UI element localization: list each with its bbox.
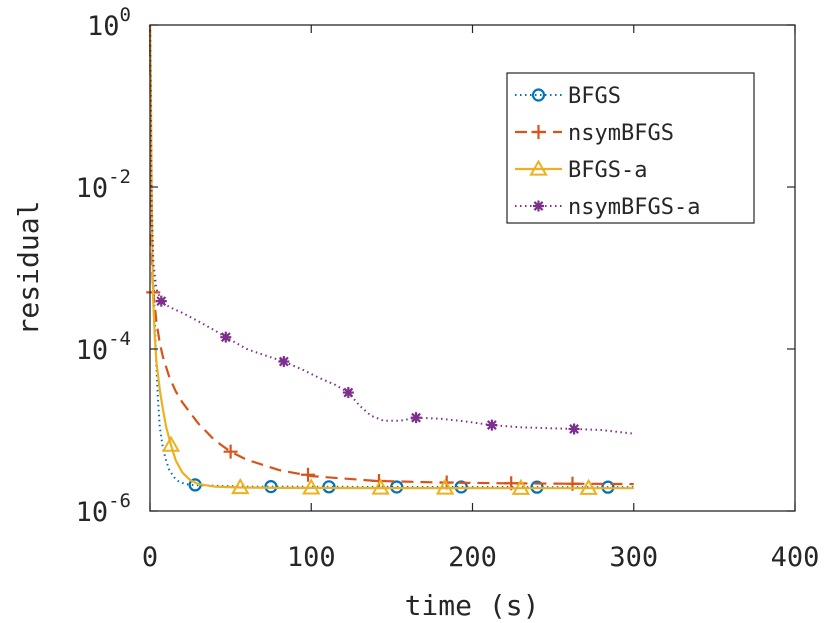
data-point-bfgs	[390, 480, 404, 494]
data-point-bfgs-a	[302, 478, 321, 495]
data-point-nsymbfgs-a	[278, 356, 290, 368]
legend-entry-nsymbfgs-a: nsymBFGS-a	[515, 195, 700, 220]
x-tick-label: 200	[448, 542, 497, 573]
x-tick-label: 300	[609, 542, 658, 573]
data-point-bfgs-a	[371, 478, 390, 495]
y-axis-label: residual	[12, 201, 45, 336]
y-tick-base: 10	[76, 497, 109, 528]
data-point-bfgs-a	[511, 478, 531, 495]
x-tick-label: 400	[771, 542, 820, 573]
series-nsymbfgs-a	[149, 24, 634, 435]
legend-marker-nsymbfgs	[531, 125, 546, 139]
legend: BFGS nsymBFGS BFGS-a nsymBFGS-a	[506, 72, 755, 224]
y-tick-label: 10-6	[76, 490, 131, 528]
data-point-nsymbfgs-a	[220, 331, 232, 343]
legend-entry-bfgs: BFGS	[515, 84, 621, 109]
data-point-nsymbfgs	[223, 444, 238, 459]
y-tick-base: 10	[76, 335, 109, 366]
data-point-nsymbfgs-a	[342, 387, 354, 399]
x-tick-label: 100	[287, 542, 336, 573]
legend-marker-nsymbfgs-a	[533, 200, 544, 212]
data-point-nsymbfgs-a	[410, 412, 422, 424]
data-point-bfgs	[264, 480, 278, 494]
data-point-nsymbfgs-a	[155, 295, 167, 307]
legend-box	[506, 72, 755, 224]
data-point-bfgs-a	[435, 478, 455, 495]
legend-label-nsymbfgs-a: nsymBFGS-a	[568, 195, 700, 220]
y-tick-base: 10	[87, 11, 120, 42]
y-tick-base: 10	[76, 173, 109, 204]
legend-marker-bfgs	[531, 88, 546, 102]
series-layer	[146, 24, 634, 495]
y-tick-exponent: 0	[120, 4, 131, 26]
data-point-nsymbfgs-a	[568, 423, 580, 435]
data-point-nsymbfgs-a	[486, 419, 498, 431]
legend-label-bfgs-a: BFGS-a	[568, 158, 647, 183]
legend-label-bfgs: BFGS	[568, 84, 621, 109]
data-point-bfgs	[454, 480, 468, 494]
series-line-nsymbfgs	[148, 24, 634, 486]
series-line-bfgs-a	[148, 24, 634, 490]
data-point-bfgs	[322, 480, 336, 494]
series-bfgs-a	[148, 24, 634, 495]
data-point-nsymbfgs	[371, 473, 386, 488]
data-point-bfgs-a	[161, 435, 181, 452]
legend-label-nsymbfgs: nsymBFGS	[568, 121, 674, 146]
legend-entry-bfgs-a: BFGS-a	[515, 158, 647, 183]
y-tick-exponent: -4	[108, 328, 131, 350]
data-point-bfgs-a	[231, 477, 250, 495]
legend-entry-nsymbfgs: nsymBFGS	[515, 121, 674, 146]
x-axis-label: time (s)	[405, 589, 540, 622]
legend-marker-bfgs-a	[529, 159, 548, 176]
y-tick-label: 10-4	[76, 328, 131, 366]
y-tick-exponent: -2	[108, 166, 131, 188]
y-tick-label: 10-2	[76, 166, 131, 204]
y-tick-exponent: -6	[108, 490, 131, 512]
data-point-nsymbfgs	[301, 467, 316, 482]
data-point-bfgs-a	[579, 478, 598, 495]
x-tick-label: 0	[142, 542, 158, 573]
y-tick-label: 100	[87, 4, 131, 42]
